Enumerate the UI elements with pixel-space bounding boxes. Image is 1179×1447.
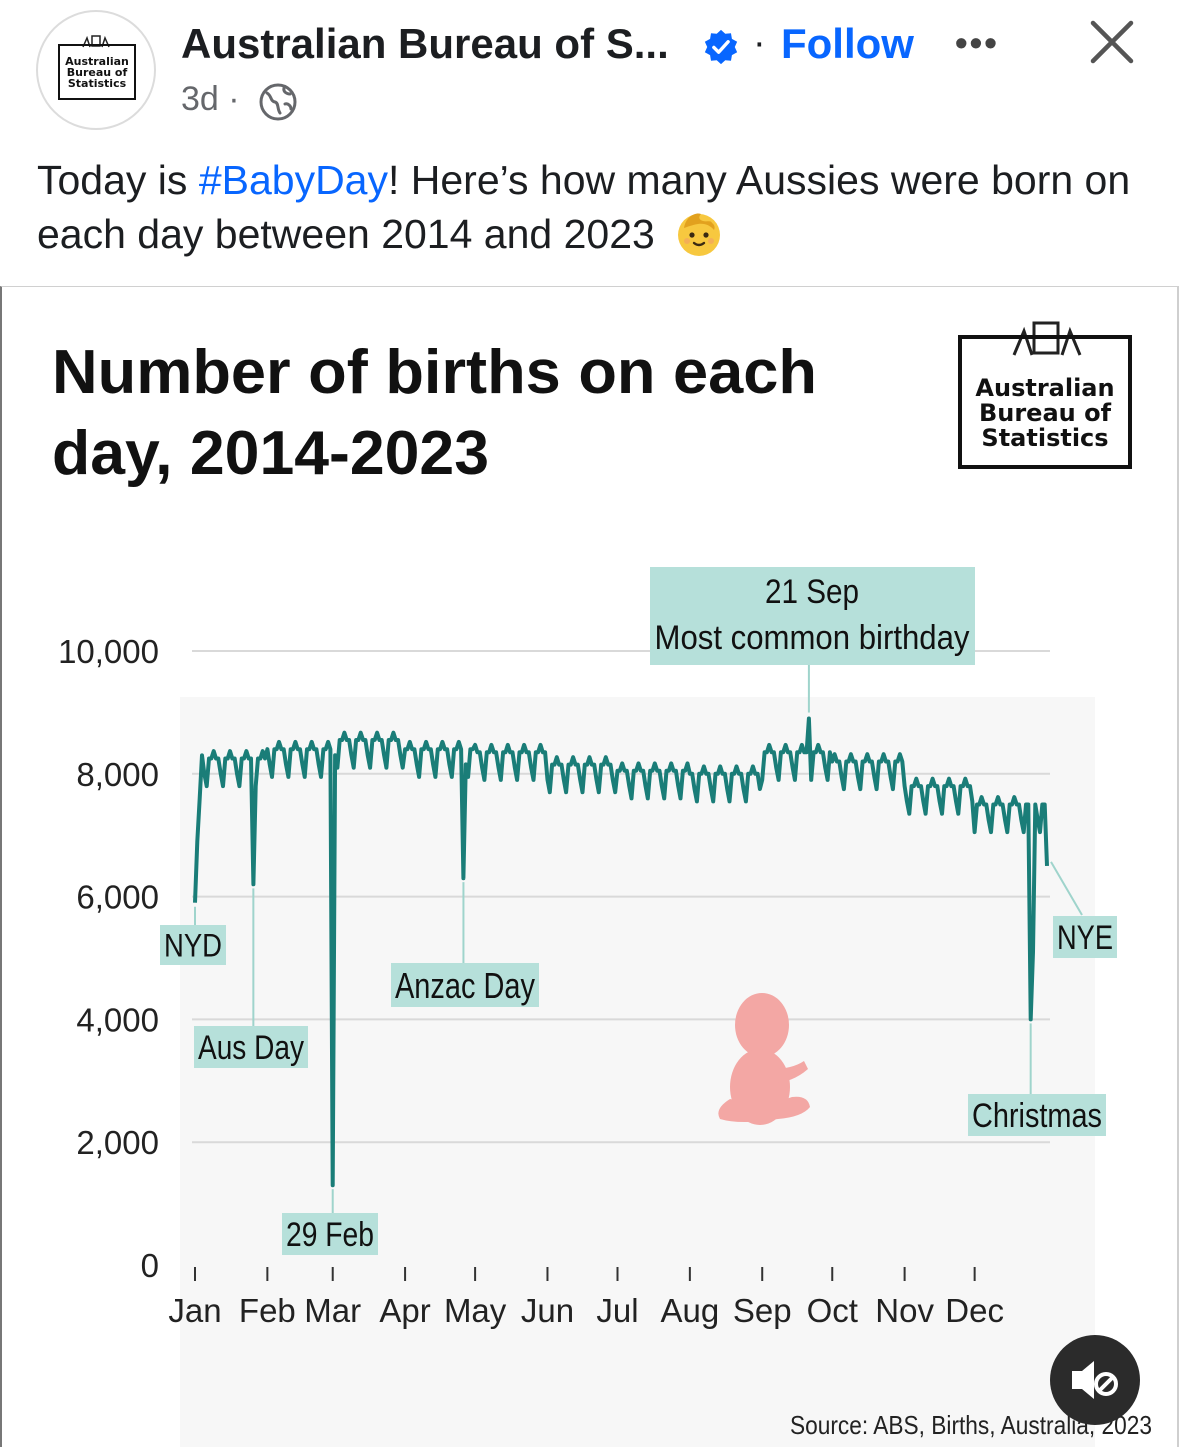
abs-logo: Australian Bureau of Statistics xyxy=(958,321,1132,469)
annotation-label: NYE xyxy=(1057,919,1113,957)
x-tick-label: Jun xyxy=(521,1292,574,1329)
annotation-label: NYD xyxy=(164,928,222,964)
chart-title-line-1: Number of births on each xyxy=(52,338,817,407)
speaker-muted-icon xyxy=(1072,1361,1118,1399)
more-icon[interactable]: ••• xyxy=(955,22,999,63)
annotation-label: Aus Day xyxy=(198,1029,304,1067)
y-tick-label: 2,000 xyxy=(76,1124,159,1161)
x-tick-label: May xyxy=(444,1292,507,1329)
chart-title-line-2: day, 2014-2023 xyxy=(52,419,489,488)
avatar-logo-line: Australian xyxy=(65,54,129,68)
y-tick-label: 0 xyxy=(141,1247,159,1284)
caption-text: Today is xyxy=(37,157,199,203)
page-name[interactable]: Australian Bureau of S... xyxy=(181,20,669,67)
annotation-box xyxy=(650,567,975,665)
y-tick-label: 4,000 xyxy=(76,1001,159,1038)
annotation-box xyxy=(194,1026,308,1068)
post-image[interactable]: Number of births on each day, 2014-2023 … xyxy=(0,286,1179,1447)
x-tick-label: Jan xyxy=(168,1292,221,1329)
separator-dot: · xyxy=(753,22,766,64)
baby-face-emoji xyxy=(678,213,721,256)
annotation-label: Most common birthday xyxy=(655,619,970,657)
follow-button[interactable]: Follow xyxy=(781,20,914,67)
baby-silhouette xyxy=(718,993,810,1125)
x-tick-label: Mar xyxy=(304,1292,361,1329)
logo-line: Statistics xyxy=(981,424,1108,452)
annotation-box xyxy=(391,963,539,1007)
x-tick-label: Apr xyxy=(379,1292,430,1329)
births-series-line xyxy=(193,716,1049,1188)
mute-button[interactable] xyxy=(1050,1335,1140,1425)
x-tick-label: Feb xyxy=(239,1292,296,1329)
baby-leg xyxy=(718,1096,810,1122)
close-icon[interactable] xyxy=(1088,18,1136,66)
annotation-label: 29 Feb xyxy=(286,1216,374,1254)
y-tick-label: 8,000 xyxy=(76,756,159,793)
hashtag-link[interactable]: #BabyDay xyxy=(198,157,388,203)
verified-badge-icon xyxy=(704,29,738,65)
page-avatar[interactable]: Australian Bureau of Statistics xyxy=(36,10,156,130)
avatar-logo-box: Australian Bureau of Statistics xyxy=(58,44,136,100)
caption-text: ! Here’s how many Aussies were born on e… xyxy=(37,157,1131,257)
baby-head xyxy=(735,993,789,1057)
globe-icon xyxy=(259,83,297,121)
x-tick-label: Aug xyxy=(661,1292,720,1329)
avatar-logo-line: Statistics xyxy=(67,76,127,90)
annotation-box xyxy=(160,925,226,965)
annotation-label: Christmas xyxy=(972,1097,1102,1135)
coat-of-arms-icon xyxy=(1012,326,1082,356)
y-tick-label: 6,000 xyxy=(76,879,159,916)
avatar-logo-line: Bureau of xyxy=(66,65,128,79)
logo-line: Bureau of xyxy=(979,399,1112,427)
y-tick-label: 10,000 xyxy=(58,633,159,670)
annotation-connector xyxy=(1050,861,1083,916)
post-timestamp[interactable]: 3d · xyxy=(181,80,240,118)
annotation-box xyxy=(968,1094,1106,1136)
annotation-box xyxy=(282,1213,378,1255)
post-caption: Today is #BabyDay! Here’s how many Aussi… xyxy=(37,153,1157,261)
annotation-label: 21 Sep xyxy=(765,573,859,611)
x-tick-label: Jul xyxy=(596,1292,638,1329)
baby-arm xyxy=(772,1061,808,1083)
logo-line: Australian xyxy=(975,374,1114,402)
annotation-box xyxy=(1053,916,1117,958)
logo-box xyxy=(958,335,1132,469)
x-tick-label: Nov xyxy=(875,1292,934,1329)
x-tick-label: Oct xyxy=(807,1292,858,1329)
x-tick-label: Dec xyxy=(945,1292,1004,1329)
x-tick-label: Sep xyxy=(733,1292,792,1329)
births-chart: Number of births on each day, 2014-2023 … xyxy=(52,321,1152,1447)
annotation-label: Anzac Day xyxy=(395,965,535,1006)
